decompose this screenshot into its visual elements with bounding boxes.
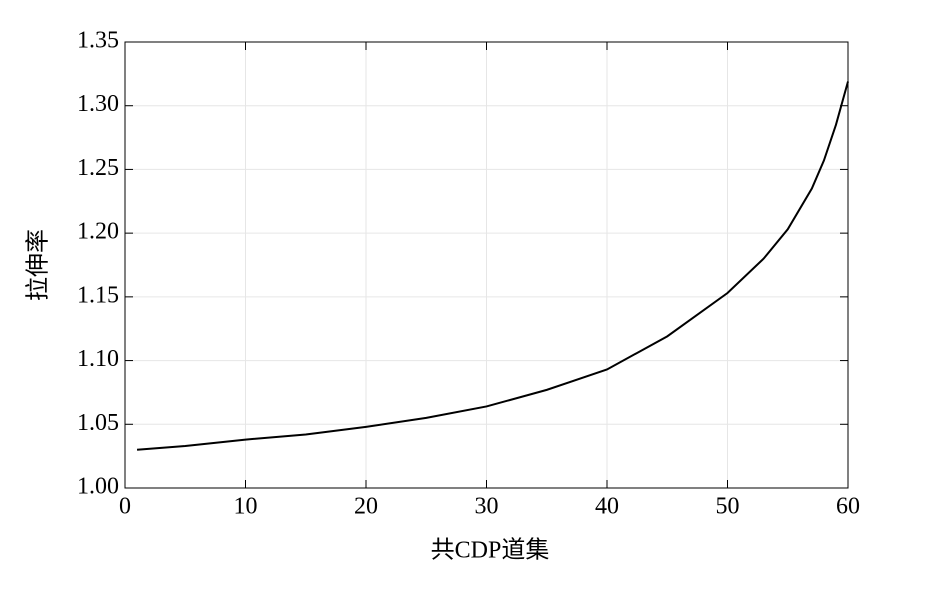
- y-tick-label: 1.00: [77, 474, 119, 500]
- x-tick-label: 0: [119, 494, 131, 520]
- x-tick-label: 60: [836, 494, 860, 520]
- x-tick-label: 40: [595, 494, 619, 520]
- y-tick-label: 1.20: [77, 219, 119, 245]
- y-tick-label: 1.05: [77, 410, 119, 436]
- y-tick-label: 1.10: [77, 346, 119, 372]
- data-line: [136, 81, 849, 451]
- y-axis-label: 拉伸率: [25, 229, 52, 301]
- y-tick-label: 1.35: [77, 28, 119, 54]
- x-tick-label: 50: [716, 494, 740, 520]
- plot-frame: [124, 41, 849, 489]
- x-tick-label: 10: [234, 494, 258, 520]
- x-tick-label: 30: [475, 494, 499, 520]
- y-tick-label: 1.30: [77, 91, 119, 117]
- x-tick-label: 20: [354, 494, 378, 520]
- x-axis-label: 共CDP道集: [431, 537, 550, 564]
- y-tick-label: 1.15: [77, 282, 119, 308]
- y-tick-label: 1.25: [77, 155, 119, 181]
